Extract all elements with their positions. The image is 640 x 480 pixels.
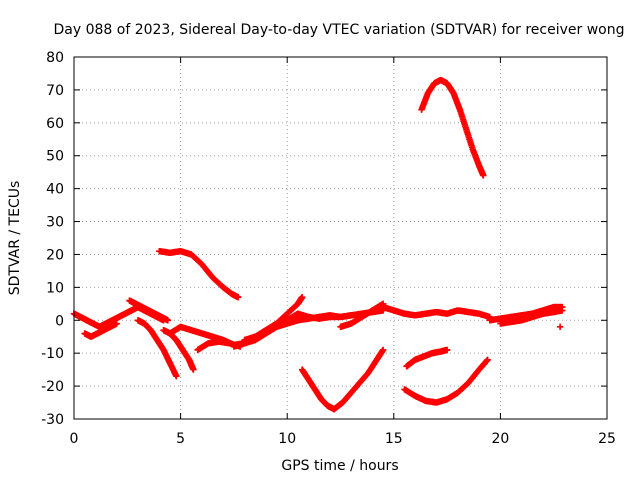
data-point (190, 366, 197, 373)
x-axis-label: GPS time / hours (281, 458, 398, 474)
y-tick-label: -10 (41, 346, 64, 362)
series-arc-u-bottom (401, 356, 491, 406)
x-tick-label: 15 (385, 431, 403, 447)
data-point (443, 346, 451, 354)
series-arc-baseline-late-b (497, 307, 566, 327)
y-axis-label: SDTVAR / TECUs (7, 181, 23, 296)
x-tick-label: 20 (491, 431, 509, 447)
chart-title: Day 088 of 2023, Sidereal Day-to-day VTE… (54, 22, 625, 38)
y-tick-label: 10 (46, 280, 64, 296)
series-arc-ramp-mid (337, 300, 387, 331)
y-tick-label: 30 (46, 215, 64, 231)
ticks: 0 5 10 15 20 25 -30 -20 -10 0 10 20 30 40 50 60 70 80 (41, 50, 616, 447)
y-tick-label: 70 (46, 83, 64, 99)
data-point (559, 307, 566, 314)
series-arc-20-decline (156, 247, 242, 301)
y-tick-label: 60 (46, 116, 64, 132)
data-point (234, 294, 242, 301)
x-tick-label: 10 (278, 431, 296, 447)
data-point (556, 323, 564, 331)
data-point (480, 172, 487, 179)
y-tick-label: 40 (46, 182, 64, 198)
y-tick-label: -30 (41, 412, 64, 428)
y-tick-label: 80 (46, 50, 64, 66)
y-tick-label: -20 (41, 379, 64, 395)
data-point (484, 356, 491, 363)
series-arc-short-low (403, 346, 451, 370)
x-tick-label: 25 (598, 431, 616, 447)
data-point (173, 373, 180, 380)
x-tick-label: 5 (176, 431, 185, 447)
y-tick-label: 0 (55, 313, 64, 329)
series-point-late (556, 323, 564, 331)
series-arc-v-right (330, 346, 387, 413)
data-point (298, 294, 306, 301)
series-arc-rise-2 (241, 294, 306, 344)
series-arc-early-peak (126, 297, 172, 324)
series-arc-early-low (81, 320, 120, 340)
data-point (379, 307, 387, 314)
y-tick-label: 20 (46, 247, 64, 263)
data-point (379, 300, 387, 308)
series-arc-dive-1 (134, 317, 180, 380)
data-point (113, 320, 120, 327)
x-tick-label: 0 (70, 431, 79, 447)
data-point (379, 346, 387, 354)
plot-frame (73, 56, 608, 420)
series-arc-peak-high (418, 76, 487, 179)
series-arc-dive-2 (160, 326, 197, 373)
y-tick-label: 50 (46, 149, 64, 165)
data-point (164, 317, 172, 324)
series-layer (70, 76, 566, 413)
